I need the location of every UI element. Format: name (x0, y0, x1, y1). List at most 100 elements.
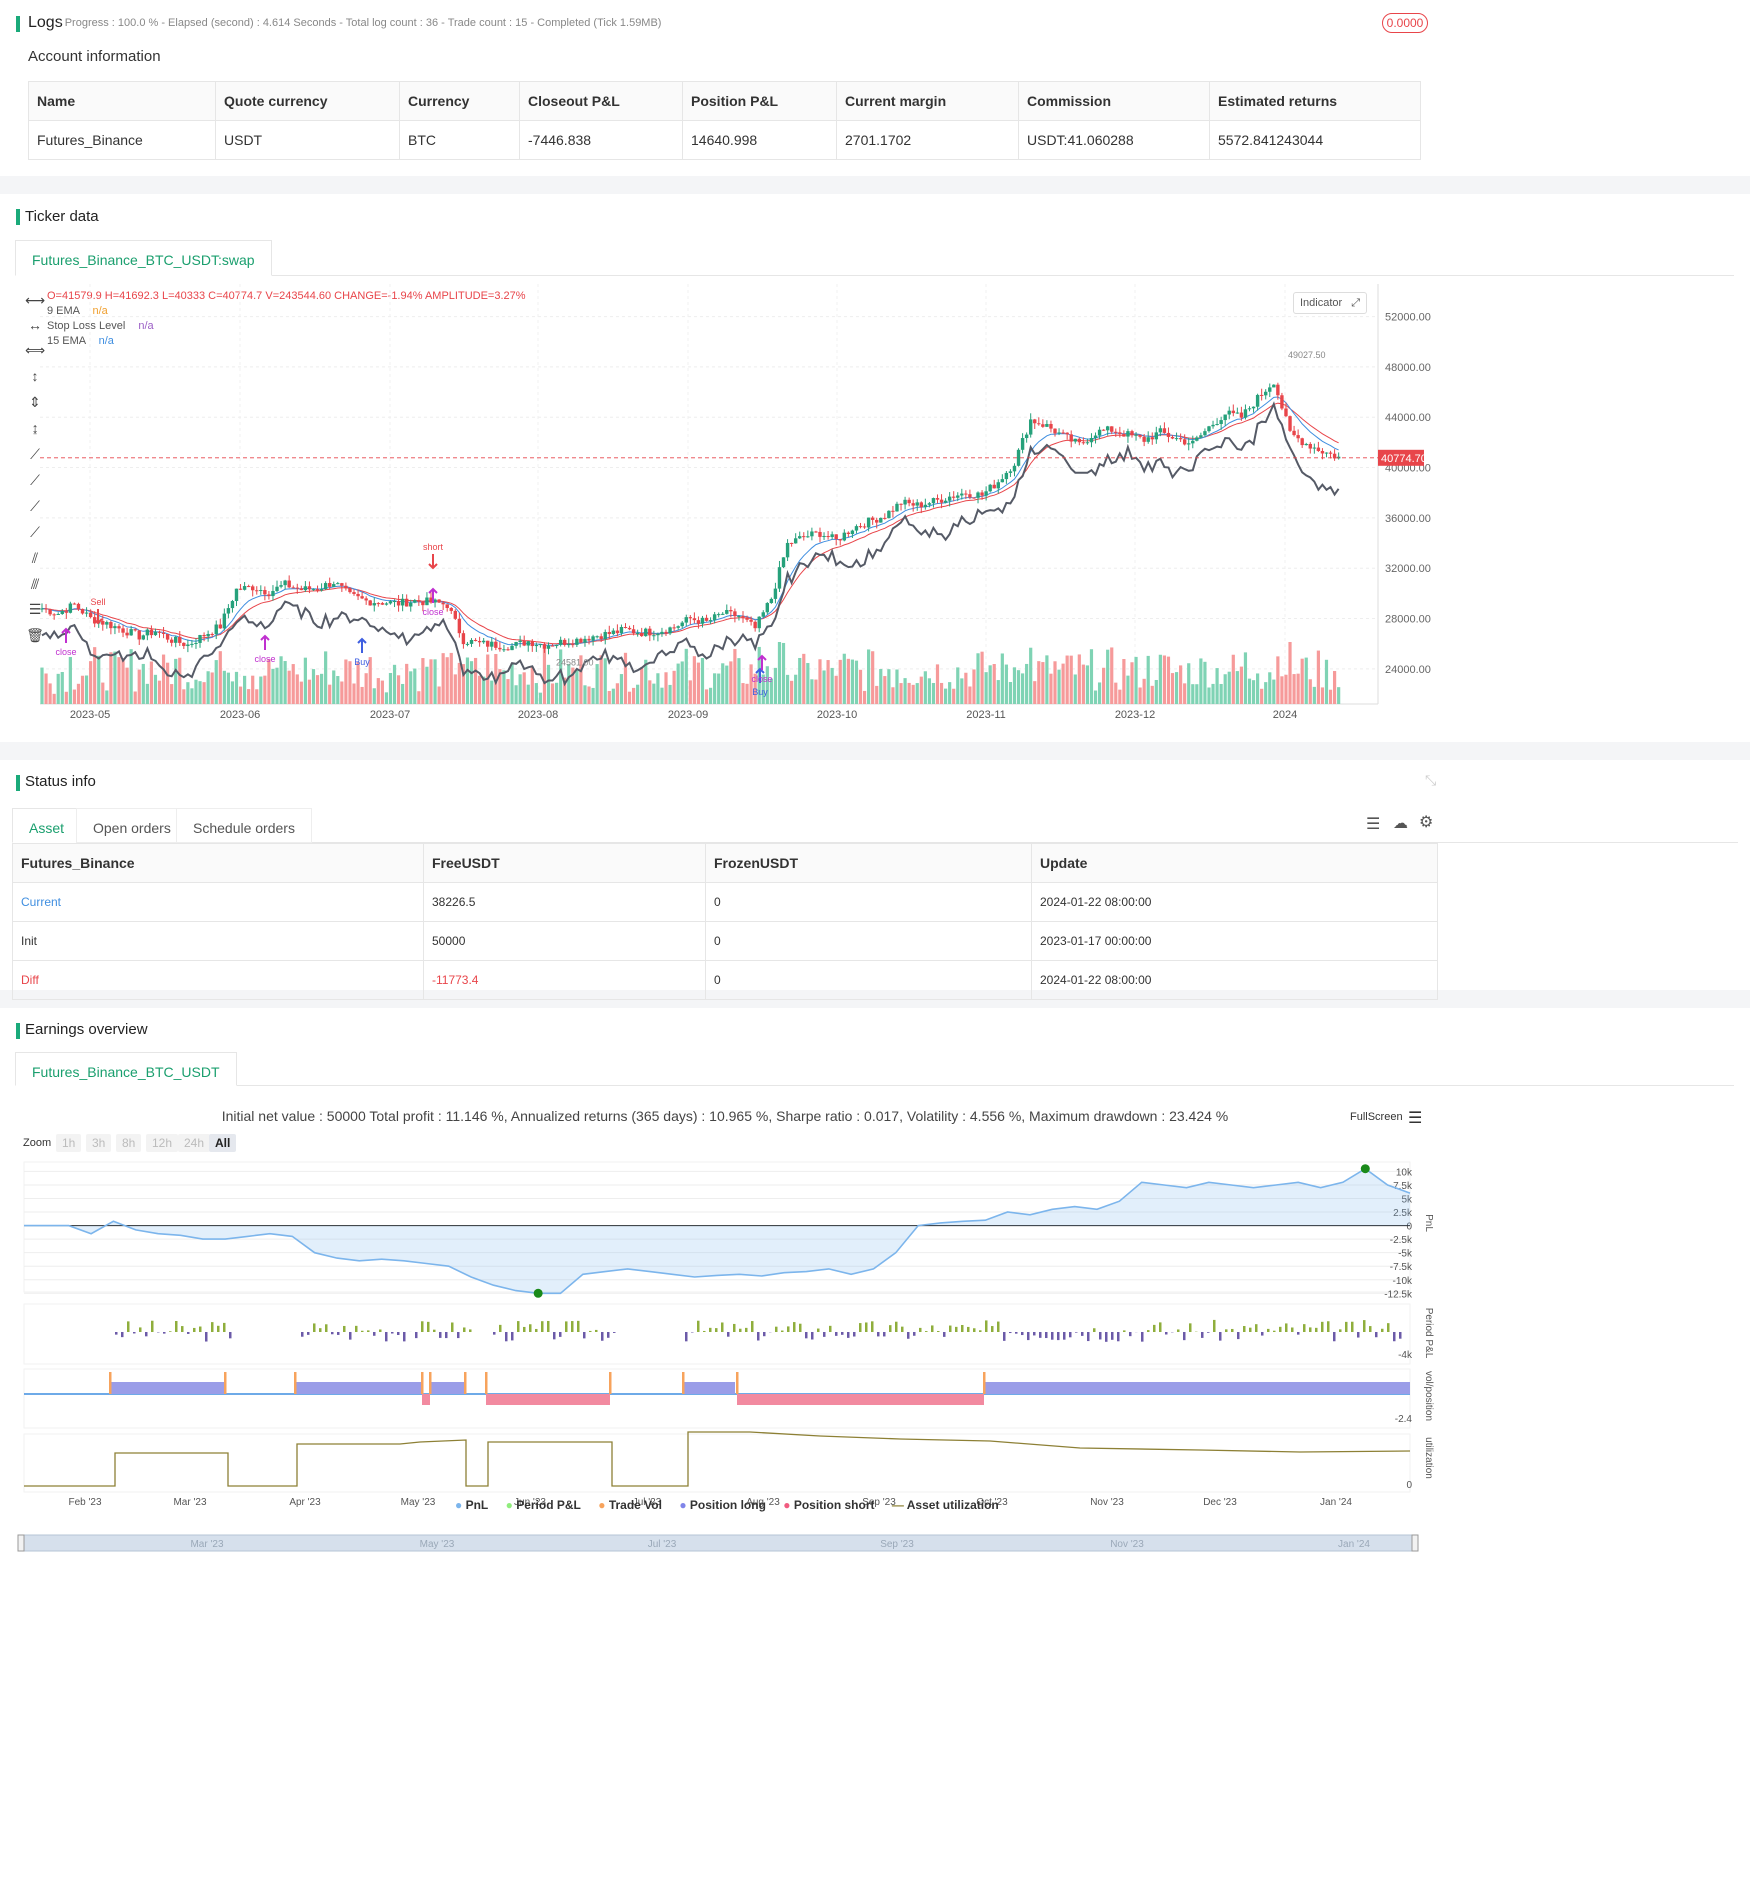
volume-bar (939, 682, 944, 704)
volume-bar (826, 660, 830, 704)
candle-body (887, 510, 891, 519)
list-icon[interactable]: ☰ (1366, 816, 1381, 833)
legend-label: Trade Vol (608, 1498, 662, 1512)
horizontal-line-icon[interactable]: ↔ (28, 317, 42, 333)
row-label-current[interactable]: Current (12, 882, 424, 922)
indicator-button[interactable]: Indicator ⤢ (1293, 292, 1367, 314)
ray-line-icon[interactable]: ⟋ (30, 472, 40, 488)
subchart-frame (23, 1161, 1411, 1293)
tab-ticker-symbol[interactable]: Futures_Binance_BTC_USDT:swap (15, 240, 272, 276)
legend-trade-vol[interactable]: ● Trade Vol (598, 1498, 662, 1512)
candle-body (1296, 435, 1300, 439)
zoom-12h[interactable]: 12h (146, 1134, 179, 1152)
period-pnl-bar (595, 1329, 598, 1332)
period-pnl-bar (607, 1332, 610, 1338)
candle-body (376, 603, 381, 605)
period-pnl-bar (775, 1326, 778, 1332)
legend-position-long[interactable]: ● Position long (679, 1498, 766, 1512)
segment-line-icon[interactable]: ⟋ (30, 498, 40, 514)
period-pnl-bar (319, 1328, 322, 1332)
period-pnl-bar (925, 1331, 928, 1332)
volume-bar (915, 683, 919, 704)
zoom-3h[interactable]: 3h (86, 1134, 112, 1152)
candle-body (1272, 384, 1276, 388)
candle-body (1033, 419, 1037, 424)
period-pnl-bar (1141, 1332, 1144, 1342)
candle-body (631, 629, 636, 634)
navigator-handle-left (17, 1534, 25, 1552)
tab-open-orders[interactable]: Open orders (76, 808, 188, 843)
candle-body (417, 600, 421, 602)
horizontal-ray-icon[interactable]: ⟺ (25, 342, 46, 358)
legend-period-pnl[interactable]: ● Period P&L (506, 1498, 581, 1512)
utilization-line (24, 1431, 1411, 1487)
volume-bar (684, 648, 688, 704)
status-panel: Status info ⤡ Asset Open orders Schedule… (0, 760, 1750, 1000)
legend-asset-utilization[interactable]: — Asset utilization (892, 1498, 999, 1512)
volume-bar (401, 683, 405, 704)
candle-body (340, 583, 344, 586)
candle-body (619, 626, 624, 634)
cloud-download-icon[interactable]: ☁ (1393, 815, 1408, 832)
period-pnl-bar (1387, 1323, 1390, 1332)
zoom-all[interactable]: All (209, 1134, 237, 1152)
vertical-ray-icon[interactable]: ⇕ (29, 394, 41, 410)
fib-icon[interactable]: ⫻ (30, 576, 40, 592)
vertical-line-icon[interactable]: ↕ (31, 368, 39, 384)
candle-body (696, 620, 701, 624)
period-pnl-bar (331, 1332, 334, 1335)
tab-asset[interactable]: Asset (12, 808, 82, 843)
candle-body (1191, 440, 1195, 444)
period-pnl-bar (133, 1332, 136, 1334)
parallel-channel-icon[interactable]: ⫽ (31, 550, 39, 566)
tab-earnings-symbol[interactable]: Futures_Binance_BTC_USDT (15, 1052, 237, 1086)
volume-bar (376, 678, 380, 704)
legend-pnl[interactable]: ● PnL (455, 1498, 488, 1512)
candle-body (226, 608, 231, 614)
trend-line-icon[interactable]: ⟋ (30, 446, 40, 462)
candlestick-chart[interactable]: 52000.0048000.0044000.0040000.0036000.00… (40, 284, 1440, 734)
crosshair-tool-icon[interactable]: ⟷ (25, 292, 46, 308)
volume-bar (1312, 686, 1316, 704)
settings-icon[interactable]: ⚙ (1419, 814, 1434, 831)
menu-icon[interactable]: ☰ (1408, 1110, 1423, 1127)
lines-icon[interactable]: ☰ (28, 601, 42, 617)
fullscreen-button[interactable]: FullScreen (1350, 1111, 1403, 1123)
volume-bar (696, 662, 701, 704)
period-pnl-bar (1357, 1332, 1360, 1338)
zoom-8h[interactable]: 8h (116, 1134, 142, 1152)
y-tick-label: 44000.00 (1385, 412, 1431, 424)
y-tick-label: 36000.00 (1385, 513, 1431, 525)
collapse-icon[interactable]: ⤡ (1425, 772, 1437, 788)
candle-body (404, 598, 409, 607)
volume-bar (717, 673, 721, 704)
col-header: FreeUSDT (423, 843, 706, 883)
candle-body (603, 631, 607, 640)
volume-bar (1272, 679, 1276, 704)
price-label-icon[interactable]: ⟋ (30, 524, 40, 540)
zoom-24h[interactable]: 24h (178, 1134, 211, 1152)
volume-bar (761, 674, 765, 704)
volume-bar (113, 651, 117, 704)
candle-body (688, 617, 693, 619)
candle-body (834, 534, 838, 540)
tab-schedule-orders[interactable]: Schedule orders (176, 808, 312, 843)
cell: 38226.5 (423, 882, 706, 922)
trash-icon[interactable]: 🗑 (26, 627, 44, 643)
volume-bar (514, 685, 518, 704)
vertical-segment-icon[interactable]: ↨ (31, 420, 39, 436)
section-marker (16, 16, 20, 32)
y-tick-label: 2.5k (1393, 1208, 1413, 1219)
candle-body (745, 617, 749, 620)
earnings-chart[interactable]: 10k 7.5k 5k 2.5k 0 -2.5k -5k -7.5k -10k -12.5k -4k… (0, 1158, 1450, 1891)
candle-body (1053, 428, 1057, 434)
account-title: Account information (28, 48, 161, 65)
position-short-bar (737, 1394, 984, 1405)
zoom-1h[interactable]: 1h (56, 1134, 82, 1152)
period-pnl-bar (685, 1332, 688, 1342)
volume-bar (798, 657, 802, 704)
legend-position-short[interactable]: ● Position short (783, 1498, 874, 1512)
candle-body (648, 628, 652, 636)
period-pnl-bar (943, 1332, 946, 1337)
period-pnl-bar (433, 1329, 436, 1332)
